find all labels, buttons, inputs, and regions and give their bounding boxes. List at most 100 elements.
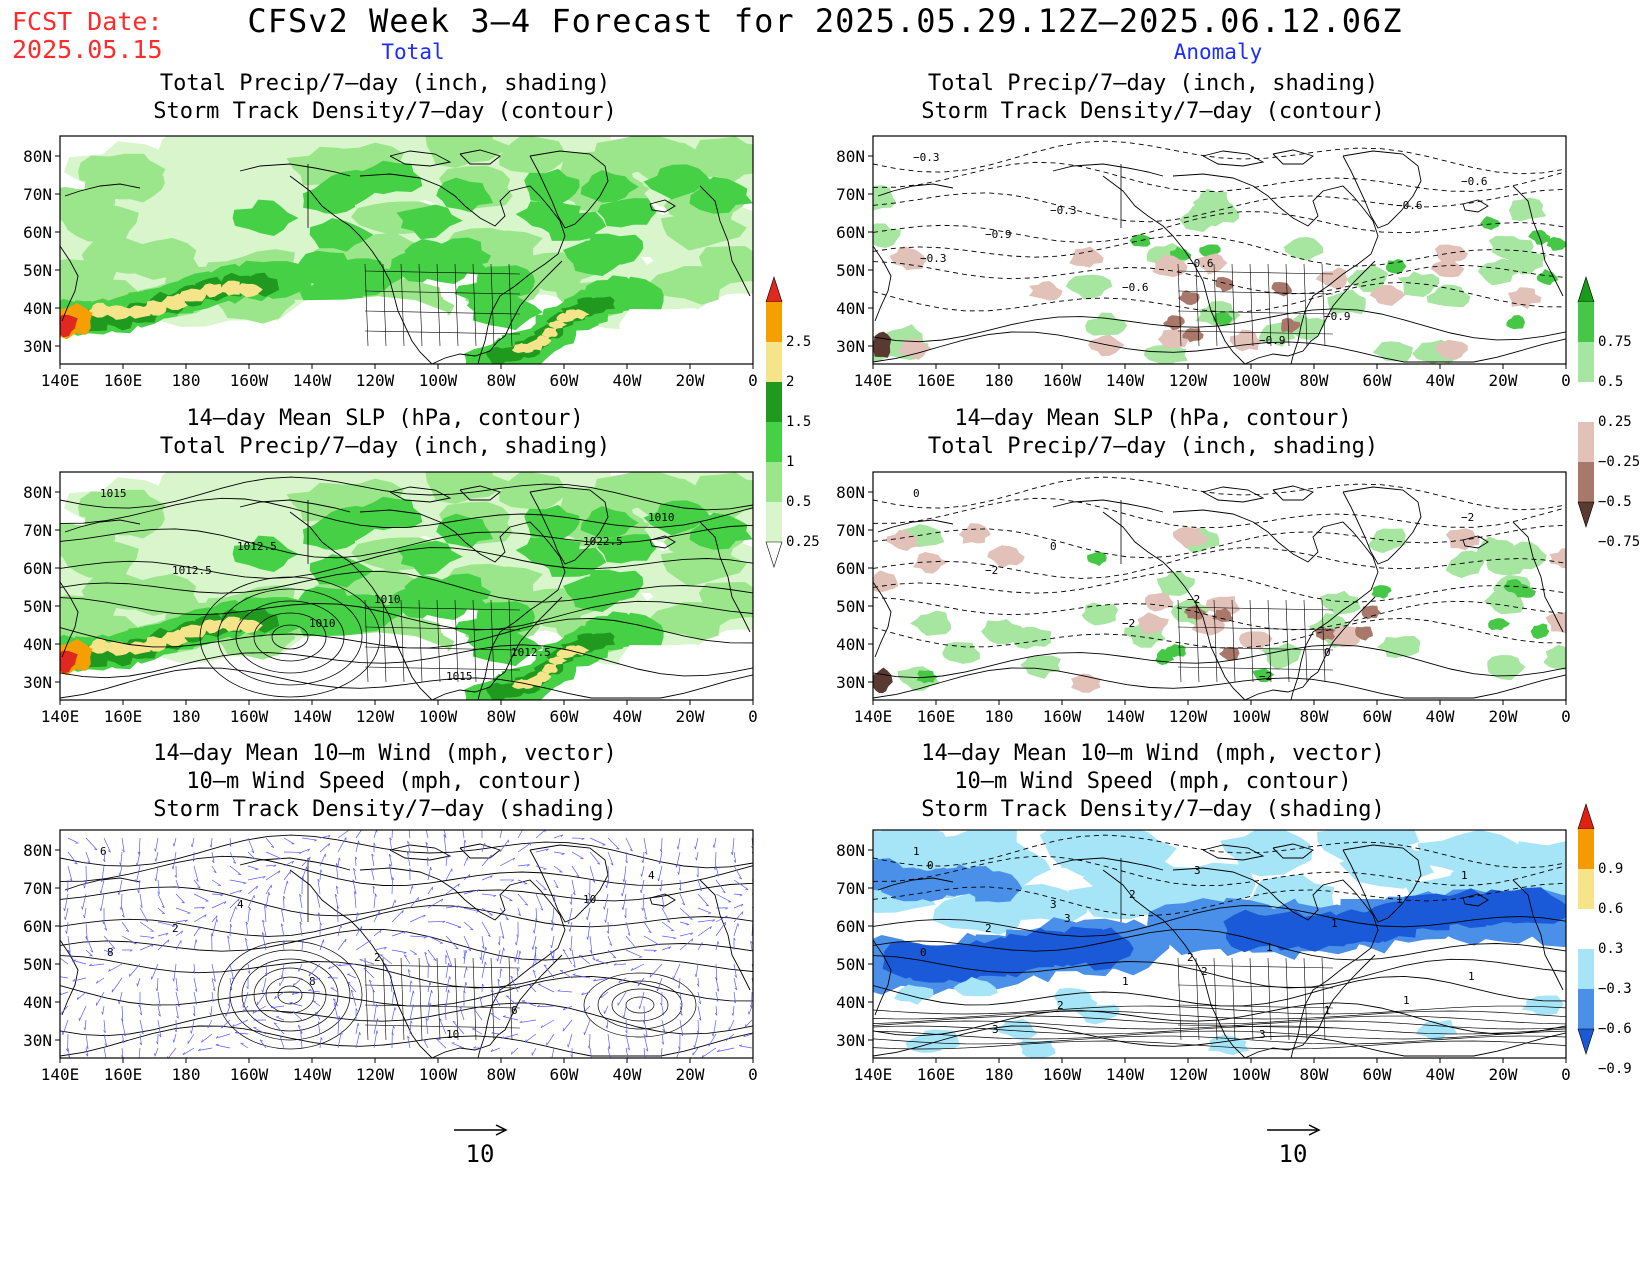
wind-vector: [229, 898, 240, 909]
coastline: [873, 581, 892, 658]
wind-vector: [407, 852, 411, 867]
shading-region: [971, 871, 1023, 903]
wind-vector: [661, 935, 677, 939]
wind-vector: [463, 839, 466, 853]
wind-vector: [445, 976, 450, 993]
wind-vector: [657, 977, 663, 992]
wind-vector: [551, 921, 555, 931]
wind-vector-head: [573, 964, 576, 968]
wind-vector: [173, 1033, 177, 1043]
wind-vector-head: [737, 923, 739, 927]
contour-label: −2: [985, 564, 998, 577]
wind-vector-head: [201, 907, 205, 910]
wind-vector-head: [167, 939, 170, 943]
wind-vector-head: [429, 981, 432, 985]
wind-vector: [391, 899, 396, 909]
wind-vector-head: [442, 920, 446, 924]
wind-vector-head: [65, 930, 68, 934]
wind-vector-head: [122, 849, 125, 853]
contour-label: 0: [1324, 646, 1331, 659]
coastline: [1342, 486, 1422, 565]
wind-vector: [301, 848, 310, 853]
wind-vector: [678, 865, 681, 875]
wind-vector: [275, 1016, 285, 1021]
wind-vector-head: [299, 894, 302, 897]
wind-vector-head: [215, 1043, 219, 1046]
shading-region: [905, 1033, 951, 1053]
wind-vector-head: [174, 874, 177, 878]
wind-vector-head: [638, 1005, 641, 1010]
wind-vector: [317, 1021, 321, 1035]
wind-vector: [229, 963, 235, 980]
wind-vector: [156, 977, 159, 992]
title-line: Total Precip/7–day (inch, shading): [927, 434, 1379, 459]
contour-label: 3: [1050, 898, 1057, 911]
wind-vector-head: [341, 1031, 343, 1035]
wind-vector: [535, 848, 549, 853]
state-border: [1267, 263, 1272, 347]
wind-vector-head: [161, 905, 165, 909]
wind-vector-head: [590, 1059, 592, 1061]
wind-vector: [532, 935, 537, 950]
wind-vector-head: [338, 857, 341, 861]
coastline: [64, 519, 141, 533]
wind-vector-head: [390, 981, 393, 985]
wind-vector-head: [274, 995, 277, 1000]
state-border: [382, 263, 387, 347]
wind-vector-head: [515, 942, 517, 946]
coastline: [1244, 671, 1319, 700]
shading-region: [899, 337, 932, 360]
coastline: [389, 844, 452, 861]
shading-region: [1169, 246, 1192, 261]
shading-region: [1070, 927, 1134, 971]
colorbar-label: 0.5: [1598, 374, 1623, 390]
shading-region: [1143, 342, 1188, 364]
shading-region: [958, 523, 991, 544]
wind-vector-head: [644, 917, 647, 920]
state-border: [364, 270, 521, 275]
wind-vector: [279, 1035, 285, 1049]
wind-vector: [445, 962, 449, 979]
wind-vector-head: [232, 1024, 235, 1027]
shading-region: [1483, 589, 1525, 615]
wind-vector: [535, 907, 538, 921]
wind-vector: [103, 851, 106, 862]
wind-vector-head: [402, 910, 404, 914]
lon-tick-label: 120W: [1169, 371, 1208, 390]
wind-vector-head: [403, 952, 407, 954]
wind-vector-head: [627, 1047, 630, 1051]
wind-vector: [247, 876, 266, 881]
wind-vector-head: [255, 868, 259, 871]
wind-vector-head: [158, 1013, 161, 1017]
wind-vector-head: [102, 921, 105, 925]
wind-vector-head: [155, 988, 158, 992]
contour-label: 1: [1122, 975, 1129, 988]
wind-vector-head: [89, 955, 93, 957]
wind-vector-head: [696, 874, 699, 878]
map-content: 10151012.510101012.510101012.51010101510…: [60, 472, 753, 700]
lat-tick-label: 50N: [23, 597, 52, 616]
wind-vector: [463, 921, 474, 931]
wind-vector-head: [484, 843, 486, 847]
wind-vector: [625, 921, 631, 936]
wind-vector: [551, 907, 555, 924]
lat-tick-label: 60N: [836, 917, 865, 936]
wind-vector-head: [524, 903, 528, 906]
contour-line: [873, 1040, 1566, 1050]
wind-vector-head: [94, 848, 98, 851]
contour-label: 10: [583, 893, 596, 906]
wind-vector: [85, 1033, 89, 1049]
wind-vector-head: [154, 848, 156, 852]
wind-vector-head: [327, 976, 331, 979]
shading-region: [1508, 287, 1542, 310]
wind-vector: [211, 915, 218, 923]
wind-vector: [517, 950, 521, 965]
state-border: [1177, 270, 1334, 275]
wind-vector-head: [567, 1044, 569, 1048]
shading-region: [60, 186, 116, 223]
wind-vector: [661, 946, 671, 951]
wind-vector-head: [394, 1007, 397, 1011]
contour-line: [60, 834, 753, 869]
wind-vector-head: [119, 862, 122, 866]
wind-vector-head: [204, 914, 207, 918]
